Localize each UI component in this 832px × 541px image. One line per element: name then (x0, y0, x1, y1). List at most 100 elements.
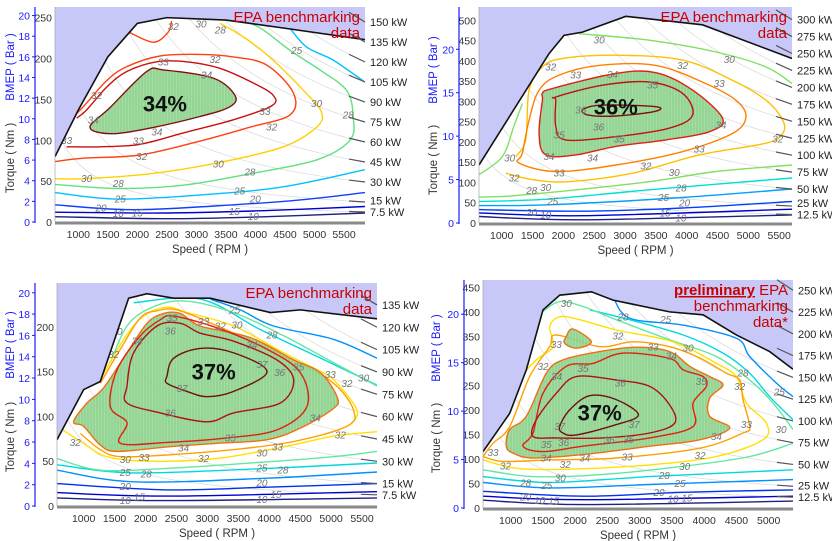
annotation-line: data (758, 25, 788, 42)
power-label: 15 kW (382, 478, 414, 490)
contour-label: 32 (215, 322, 227, 333)
wot-curve (483, 290, 793, 453)
power-label: 75 kW (370, 117, 402, 129)
efficiency-contour (479, 200, 792, 212)
x-tick-label: 2000 (563, 515, 587, 527)
contour-label: 25 (228, 305, 241, 316)
chart-annotation: EPA benchmarking data (234, 9, 361, 42)
efficiency-contour (128, 20, 173, 43)
y-tick-label: 100 (458, 177, 476, 189)
power-label: 60 kW (382, 412, 414, 424)
contour-label: 32 (266, 123, 278, 134)
contour-label: 10 (667, 495, 679, 506)
contour-label: 28 (342, 110, 355, 121)
power-line-marker (775, 98, 793, 105)
peak-efficiency-label: 36% (594, 95, 638, 120)
contour-label: 10 (540, 210, 552, 221)
bmep-tick-label: 18 (18, 309, 30, 321)
y-tick-label: 200 (458, 137, 476, 149)
power-line-marker (775, 186, 793, 190)
y-tick-label: 400 (462, 307, 480, 319)
power-label: 250 kW (798, 285, 832, 297)
efficiency-contour (79, 308, 356, 458)
efficiency-contour (483, 489, 793, 497)
contour-label: 34 (711, 432, 723, 443)
power-line-marker (348, 116, 366, 123)
contour-label: 35 (554, 131, 566, 142)
contour-label: 28 (140, 469, 153, 480)
power-label: 135 kW (370, 37, 408, 49)
power-line-marker (775, 133, 793, 139)
power-label: 300 kW (797, 15, 832, 27)
efficiency-contour (479, 164, 792, 198)
x-tick-label: 2500 (165, 513, 189, 525)
bmep-tick-label: 20 (18, 11, 30, 23)
bmep-axis-label: BMEP ( Bar ) (5, 33, 17, 101)
power-line (243, 7, 365, 83)
contour-label: 30 (256, 449, 268, 460)
annotation-line: benchmarking (694, 298, 788, 315)
contour-label: 32 (136, 152, 148, 163)
contour-label: 25 (255, 464, 268, 475)
power-line-marker (776, 416, 794, 422)
power-line-marker (775, 80, 793, 88)
bmep-tick-label: 14 (18, 352, 30, 364)
y-tick-label: 500 (458, 15, 476, 27)
bmep-tick-label: 15 (442, 88, 454, 100)
power-line-marker (776, 347, 794, 357)
infeasible-region (479, 7, 792, 166)
contour-label: 34 (587, 154, 599, 165)
power-label: 100 kW (797, 150, 832, 162)
contour-label: 34 (151, 128, 163, 139)
bmep-tick-label: 2 (24, 196, 30, 208)
efficiency-contour (109, 314, 310, 446)
contour-label: 28 (214, 25, 227, 36)
chart-annotation: EPA benchmarking data (661, 9, 788, 42)
y-tick-label: 250 (462, 380, 480, 392)
power-line-marker (775, 115, 793, 122)
y-tick-label: 50 (42, 456, 54, 468)
contour-label: 37 (256, 360, 268, 371)
efficiency-contour (57, 425, 377, 462)
contour-label: 32 (500, 461, 512, 472)
power-line-marker (776, 438, 794, 444)
power-line-marker (775, 9, 793, 21)
x-tick-label: 4000 (244, 229, 268, 241)
contour-label: 34 (201, 70, 213, 81)
contour-label: 33 (259, 107, 271, 118)
power-label: 225 kW (797, 66, 832, 78)
contour-label: 15 (229, 207, 241, 218)
contour-label: 36 (274, 368, 286, 379)
efficiency-contour (57, 462, 377, 474)
x-tick-label: 4000 (258, 513, 282, 525)
x-tick-label: 1500 (531, 515, 555, 527)
contour-label: 33 (138, 453, 150, 464)
contour-label: 34 (579, 454, 591, 465)
efficiency-contour (579, 33, 792, 85)
power-line-marker (360, 482, 378, 485)
bmep-tick-label: 4 (24, 458, 30, 470)
y-tick-label: 50 (40, 176, 52, 188)
efficiency-contour (522, 352, 708, 453)
contour-label: 30 (555, 474, 567, 485)
contour-label: 37 (176, 384, 188, 395)
contour-label: 20 (652, 488, 665, 499)
power-line-marker (360, 388, 378, 395)
contour-label: 33 (158, 57, 170, 68)
efficiency-contour (483, 469, 793, 484)
contour-label: 32 (209, 55, 221, 66)
x-tick-label: 4000 (675, 230, 699, 242)
power-line (270, 283, 377, 350)
contour-label: 36 (558, 438, 570, 449)
power-line-marker (775, 204, 793, 207)
power-label: 275 kW (797, 32, 832, 44)
power-line-marker (360, 318, 378, 328)
contour-label: 33 (551, 340, 563, 351)
y-axis-label: Torque ( Nm ) (5, 402, 17, 472)
power-line (611, 280, 793, 400)
power-label: 30 kW (370, 177, 402, 189)
x-tick-label: 5500 (767, 230, 791, 242)
y-tick-label: 0 (474, 503, 480, 515)
contour-label: 28 (112, 179, 125, 190)
power-label: 45 kW (382, 434, 414, 446)
